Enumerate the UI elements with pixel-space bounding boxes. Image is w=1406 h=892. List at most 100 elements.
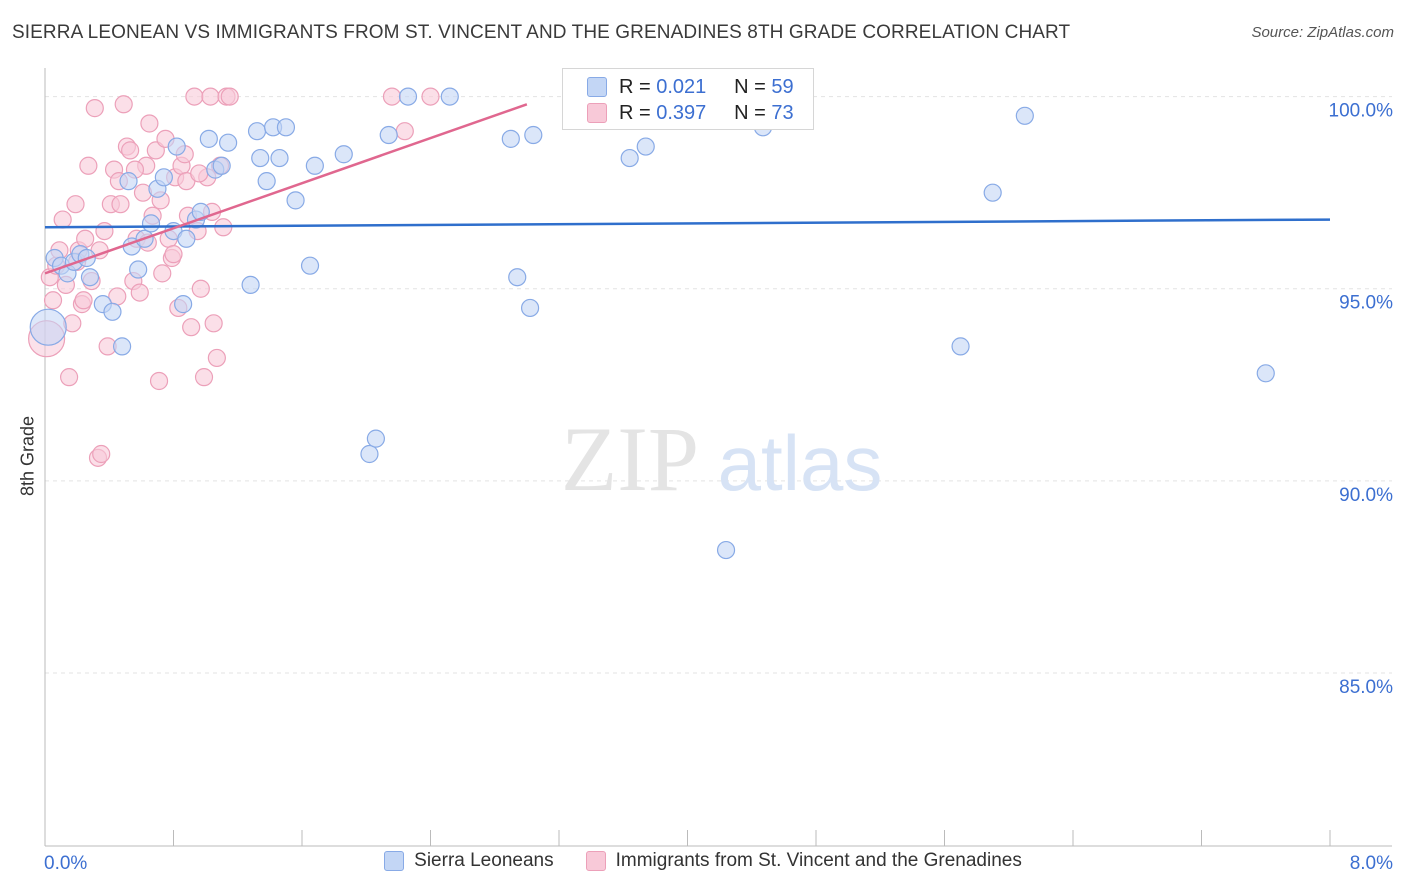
- immigrants-point: [382, 87, 402, 106]
- sierra-leonean-point: [508, 268, 527, 287]
- sierra-leonean-point: [29, 308, 67, 346]
- sierra-leonean-point: [199, 129, 218, 148]
- chart-title: SIERRA LEONEAN VS IMMIGRANTS FROM ST. VI…: [12, 22, 1071, 43]
- sierra-leonean-point: [501, 129, 520, 148]
- x-tick-label-min: 0.0%: [44, 853, 87, 874]
- immigrants-point: [111, 195, 130, 214]
- sierra-leonean-point: [177, 229, 196, 248]
- series1-swatch: [587, 77, 607, 97]
- immigrants-point: [182, 318, 201, 337]
- immigrants-point: [43, 291, 63, 310]
- immigrants-point: [121, 141, 140, 160]
- immigrants-point: [153, 264, 172, 283]
- series2-swatch: [587, 103, 607, 123]
- immigrants-point: [74, 291, 93, 310]
- immigrants-point: [201, 87, 220, 106]
- sierra-leonean-point: [366, 429, 385, 448]
- x-tick-label-max: 8.0%: [1350, 853, 1393, 874]
- sierra-leonean-point: [270, 148, 289, 168]
- sierra-leonean-point: [276, 118, 296, 137]
- immigrants-point: [66, 195, 85, 214]
- sierra-leonean-point: [636, 137, 655, 156]
- immigrants-point: [140, 114, 159, 133]
- sierra-leonean-point: [983, 183, 1002, 202]
- sierra-leonean-point: [80, 268, 100, 287]
- watermark-atlas: atlas: [718, 419, 883, 507]
- legend-swatch-pink: [585, 851, 606, 871]
- immigrants-point: [85, 99, 104, 118]
- watermark-zip: ZIP: [561, 408, 699, 510]
- bottom-legend: Sierra Leoneans Immigrants from St. Vinc…: [0, 850, 1406, 872]
- y-tick-label: 90.0%: [1339, 485, 1393, 506]
- sierra-leonean-point: [716, 540, 736, 560]
- axes: [44, 68, 1392, 847]
- sierra-leonean-point: [154, 168, 173, 187]
- immigrants-point: [79, 156, 98, 175]
- r-value: 0.397: [656, 101, 707, 124]
- x-tick-labels: 0.0% 8.0%: [44, 853, 1393, 874]
- y-tick-label: 85.0%: [1339, 677, 1393, 698]
- sierra-leonean-point: [379, 125, 398, 145]
- immigrants-point: [92, 444, 111, 464]
- sierra-leonean-point: [286, 191, 305, 210]
- r-label: R =: [619, 101, 651, 124]
- immigrants-point: [204, 314, 223, 333]
- immigrants-point: [164, 245, 183, 264]
- n-label: N =: [734, 101, 766, 124]
- grid-lines: [45, 96, 1392, 674]
- immigrants-point: [76, 229, 95, 248]
- sierra-leonean-point: [951, 337, 970, 356]
- sierra-leonean-point: [103, 302, 122, 321]
- y-tick-label: 100.0%: [1329, 101, 1394, 122]
- y-tick-label: 95.0%: [1339, 293, 1393, 314]
- immigrants-point: [130, 283, 149, 302]
- sierra-leonean-point: [247, 122, 267, 141]
- sierra-leonean-point: [360, 444, 379, 464]
- immigrants-point: [53, 210, 72, 229]
- sierra-leonean-point: [241, 275, 260, 295]
- sierra-leonean-point: [167, 137, 186, 156]
- sierra-leonean-point: [141, 214, 161, 233]
- sierra-leonean-point: [305, 156, 324, 175]
- immigrants-point: [190, 164, 209, 183]
- immigrants-point: [114, 95, 133, 114]
- sierra-leonean-point: [1256, 364, 1275, 383]
- sierra-leonean-point: [119, 172, 138, 191]
- stats-text: R = 0.397 N = 73: [619, 102, 794, 125]
- trend-line-sierra-leoneans: [44, 218, 1331, 229]
- immigrants-point: [59, 368, 79, 387]
- immigrants-point: [149, 371, 169, 391]
- immigrants-point: [220, 87, 239, 106]
- legend-swatch-blue: [384, 851, 405, 871]
- sierra-leonean-point: [219, 133, 238, 152]
- legend-item-immigrants[interactable]: Immigrants from St. Vincent and the Gren…: [585, 850, 1022, 872]
- sierra-leonean-point: [129, 260, 148, 279]
- sierra-leonean-point: [112, 337, 132, 356]
- n-label: N =: [734, 75, 766, 98]
- immigrants-point: [194, 368, 214, 387]
- sierra-leonean-point: [440, 87, 459, 106]
- y-axis-label: 8th Grade: [17, 415, 38, 497]
- sierra-leonean-point: [620, 148, 639, 168]
- immigrants-point: [191, 279, 210, 298]
- immigrants-point: [395, 122, 414, 141]
- source-credit: Source: ZipAtlas.com: [1251, 24, 1394, 41]
- r-value: 0.021: [656, 75, 707, 98]
- immigrants-point: [207, 348, 226, 368]
- sierra-leonean-point: [524, 125, 543, 145]
- sierra-leonean-point: [398, 87, 418, 106]
- trend-lines: [44, 103, 1331, 275]
- sierra-leonean-point: [212, 156, 231, 175]
- n-value: 73: [771, 101, 794, 124]
- legend-item-sierra-leoneans[interactable]: Sierra Leoneans: [384, 850, 554, 872]
- watermark: ZIP atlas: [561, 408, 882, 510]
- immigrants-point: [421, 87, 440, 106]
- sierra-leonean-point: [1015, 106, 1034, 125]
- y-tick-labels: 85.0% 90.0% 95.0% 100.0%: [1329, 101, 1394, 698]
- sierra-leonean-point: [520, 298, 540, 318]
- legend-label: Sierra Leoneans: [414, 850, 554, 871]
- immigrants-point: [95, 221, 114, 241]
- trend-line-immigrants: [44, 103, 528, 275]
- immigrants-point: [185, 87, 204, 106]
